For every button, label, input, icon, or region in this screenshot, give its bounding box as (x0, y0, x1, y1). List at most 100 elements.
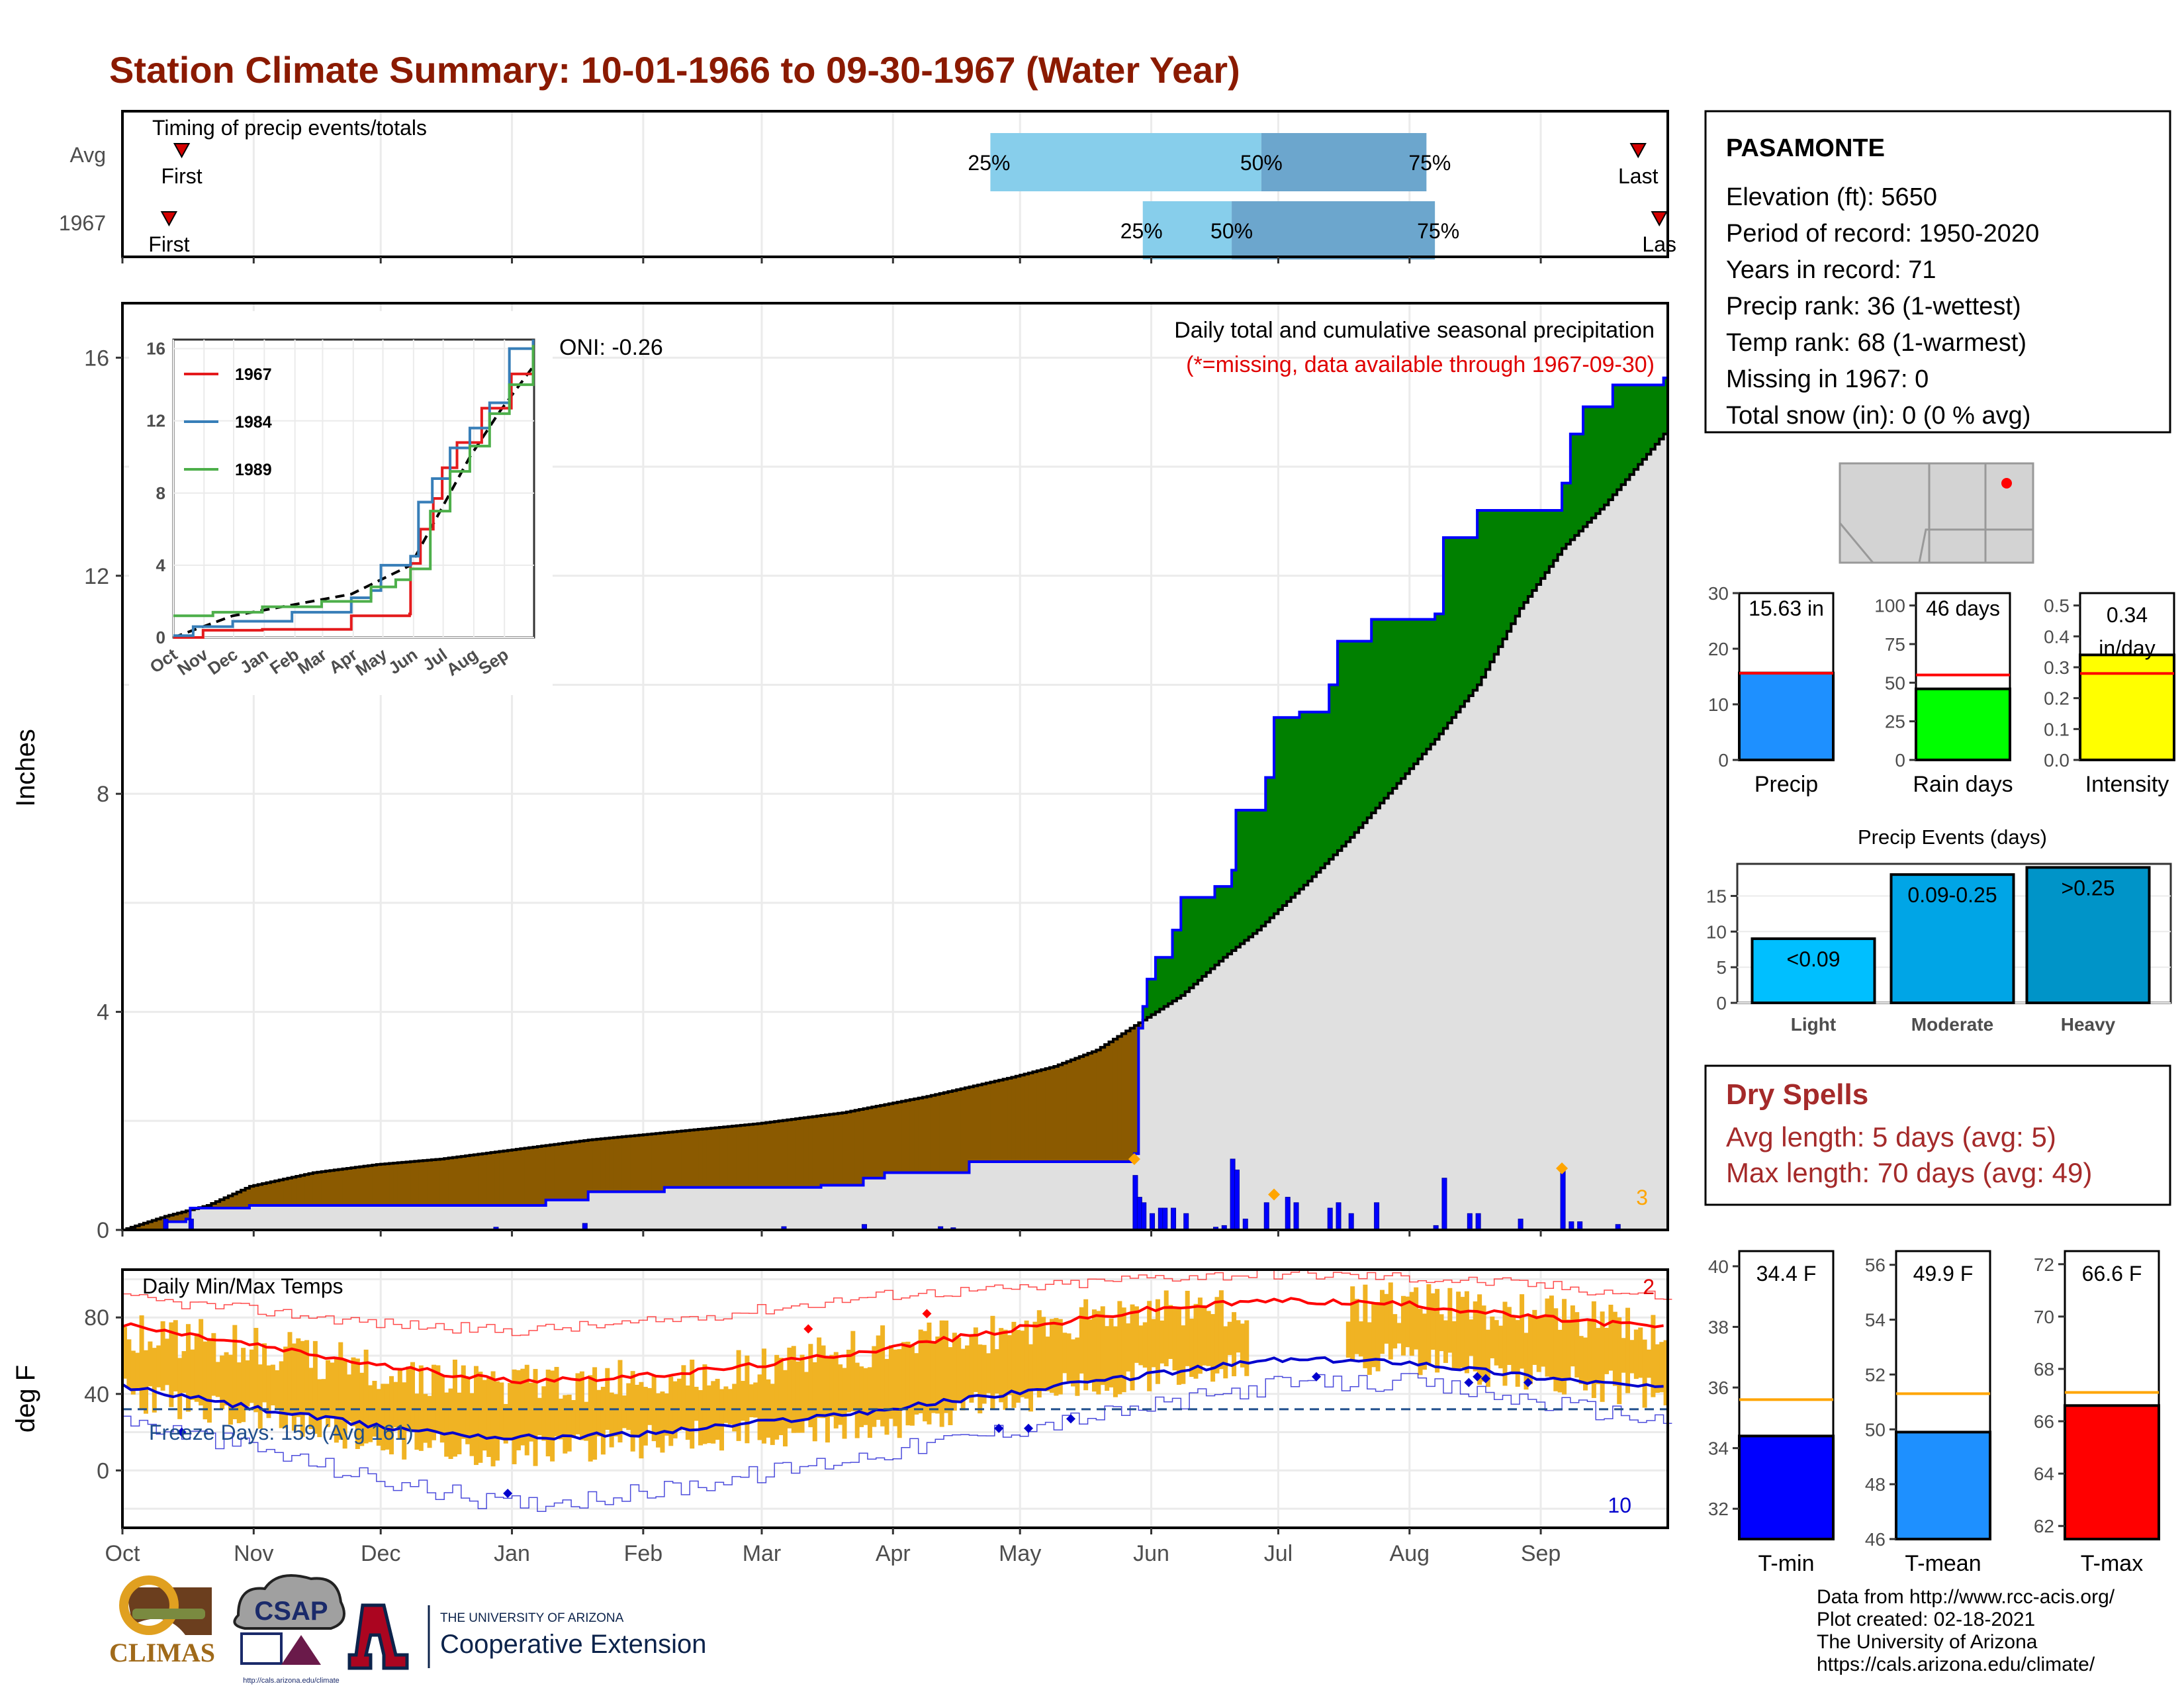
base-band (1206, 972, 1211, 1230)
deficit-band (245, 1188, 250, 1209)
base-band (923, 1172, 927, 1230)
deficit-band (181, 1211, 187, 1222)
base-band (1621, 485, 1626, 1230)
base-band (817, 1187, 822, 1230)
base-band (1655, 444, 1660, 1230)
record-low-count: 10 (1608, 1493, 1631, 1517)
daily-temp-range (969, 1336, 974, 1403)
base-band (588, 1192, 593, 1230)
daily-temp-range (376, 1389, 381, 1446)
base-band (435, 1205, 441, 1230)
base-band (1100, 1162, 1105, 1230)
base-band (1138, 1028, 1144, 1230)
base-band (1549, 566, 1554, 1230)
events-category-label: Heavy (2061, 1014, 2116, 1035)
deficit-band (1032, 1072, 1038, 1162)
daily-temp-range (181, 1351, 187, 1393)
base-band (334, 1205, 339, 1230)
svg-text:Cooperative Extension: Cooperative Extension (440, 1630, 706, 1659)
deficit-band (143, 1223, 148, 1230)
daily-temp-range (148, 1341, 153, 1387)
daily-temp-range (1050, 1319, 1054, 1393)
daily-temp-range (1494, 1320, 1499, 1366)
base-band (1371, 813, 1377, 1230)
base-band (664, 1187, 669, 1230)
daily-temp-range (1223, 1326, 1228, 1379)
daily-temp-range (550, 1370, 555, 1462)
daily-temp-range (994, 1349, 999, 1394)
t-max-bar (2064, 1404, 2160, 1540)
svg-text:http://cals.arizona.edu/climat: http://cals.arizona.edu/climate (243, 1677, 340, 1685)
deficit-band (719, 1127, 724, 1188)
precip-panel-title: Daily total and cumulative seasonal prec… (1174, 318, 1655, 343)
t-mean-chart: 46 48 50 52 54 56 49.9 F T-mean (1865, 1250, 1991, 1576)
deficit-band (736, 1125, 741, 1188)
daily-temp-range (1375, 1301, 1381, 1372)
daily-precip-bar (1162, 1207, 1168, 1231)
daily-temp-range (956, 1337, 962, 1402)
daily-temp-range (1557, 1329, 1563, 1393)
daily-temp-range (287, 1332, 293, 1414)
rain-days-ytick-label: 75 (1885, 634, 1905, 655)
base-band (1422, 754, 1427, 1230)
surplus-band (1218, 886, 1224, 961)
daily-temp-range (990, 1315, 995, 1410)
daily-temp-range (410, 1362, 416, 1430)
t-max-ytick-label: 70 (2034, 1307, 2054, 1327)
t-min-ytick-label: 40 (1708, 1256, 1729, 1277)
base-band (630, 1192, 635, 1230)
daily-temp-range (1443, 1320, 1448, 1363)
base-band (787, 1187, 792, 1230)
surplus-band (1651, 385, 1656, 449)
surplus-band (1447, 538, 1453, 724)
daily-temp-range (173, 1320, 178, 1391)
timing-first-label: First (148, 232, 189, 256)
base-band (317, 1205, 322, 1230)
temp-panel-title: Daily Min/Max Temps (142, 1274, 343, 1298)
base-band (897, 1172, 902, 1230)
base-band (1638, 464, 1643, 1230)
base-band (605, 1192, 610, 1230)
deficit-band (228, 1196, 233, 1209)
deficit-band (567, 1143, 572, 1200)
record-low-marker (1312, 1372, 1322, 1382)
daily-temp-range (236, 1362, 242, 1423)
deficit-band (1007, 1078, 1012, 1162)
base-band (1625, 479, 1630, 1230)
t-min-bar (1738, 1434, 1835, 1540)
deficit-band (473, 1154, 478, 1205)
t-min-chart: 32 34 36 38 40 34.4 F T-min (1708, 1250, 1835, 1576)
daily-temp-range (1647, 1349, 1652, 1378)
daily-temp-range (778, 1358, 784, 1436)
deficit-band (130, 1227, 136, 1230)
surplus-band (1363, 641, 1368, 823)
base-band (1130, 1162, 1135, 1230)
base-band (550, 1199, 555, 1230)
daily-temp-range (482, 1380, 487, 1451)
base-band (1278, 910, 1283, 1230)
base-band (512, 1205, 517, 1230)
base-band (617, 1192, 623, 1230)
daily-temp-range (621, 1395, 627, 1429)
daily-temp-range (741, 1381, 745, 1421)
daily-temp-range (702, 1364, 707, 1444)
deficit-band (901, 1101, 906, 1173)
record-low-marker (177, 1427, 187, 1437)
deficit-band (969, 1086, 974, 1162)
deficit-band (994, 1081, 999, 1162)
base-band (1477, 684, 1482, 1230)
timing-first-marker (160, 211, 178, 227)
base-band (1316, 872, 1321, 1230)
deficit-band (139, 1224, 144, 1230)
daily-precip-bar (1293, 1202, 1299, 1231)
daily-temp-range (1359, 1321, 1363, 1357)
base-band (1045, 1162, 1050, 1230)
surplus-band (1193, 897, 1199, 984)
daily-temp-range (152, 1348, 157, 1413)
deficit-band (1054, 1066, 1059, 1162)
t-mean-ytick-label: 52 (1865, 1364, 1886, 1385)
surplus-band (1625, 385, 1630, 480)
surplus-band (1655, 385, 1660, 444)
deficit-band (1036, 1070, 1042, 1162)
base-band (770, 1187, 775, 1230)
